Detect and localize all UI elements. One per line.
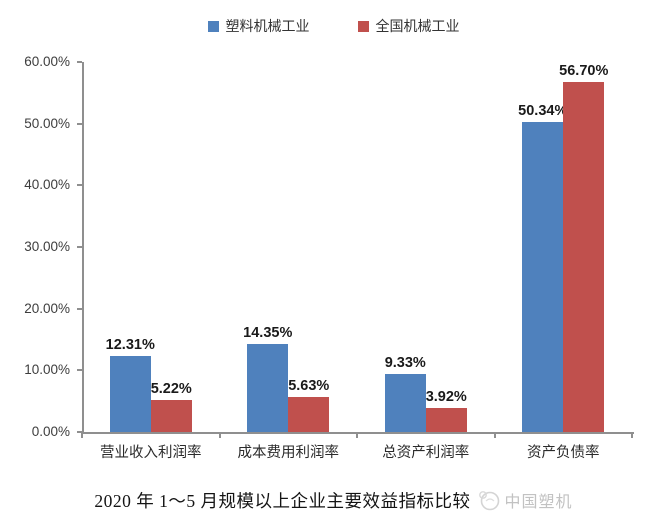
bar-data-label: 3.92% — [425, 388, 467, 405]
bar-全国机械工业-营业收入利润率 — [150, 399, 192, 432]
y-axis-tick-label: 10.00% — [24, 362, 70, 378]
y-axis-tick-label: 20.00% — [24, 300, 70, 316]
y-axis-tick-label: 30.00% — [24, 239, 70, 254]
bar-塑料机械工业-资产负债率 — [522, 121, 564, 432]
bar-塑料机械工业-总资产利润率 — [384, 374, 426, 432]
y-axis-tick-label: 40.00% — [24, 177, 70, 193]
y-axis-tick-label: 0.00% — [31, 424, 70, 439]
bar-全国机械工业-总资产利润率 — [425, 407, 467, 432]
x-axis-tick-mark — [81, 433, 83, 438]
x-axis-tick-mark — [218, 433, 221, 438]
caption-row: 2020 年 1～5 月规模以上企业主要效益指标比较 中国塑机 — [0, 483, 667, 517]
watermark-text: 中国塑机 — [504, 494, 573, 511]
y-axis-tick-mark — [77, 184, 82, 187]
x-axis-tick-mark — [356, 433, 358, 438]
bar-data-label: 56.70% — [559, 63, 609, 80]
plot-area — [82, 62, 634, 434]
bar-data-label: 5.22% — [150, 380, 192, 397]
bar-塑料机械工业-成本费用利润率 — [247, 343, 289, 432]
bar-全国机械工业-资产负债率 — [563, 82, 605, 432]
watermark: 中国塑机 — [477, 488, 573, 512]
legend-item: 全国机械工业 — [357, 16, 460, 36]
legend-swatch-icon — [207, 20, 219, 32]
bar-data-label: 12.31% — [105, 337, 155, 354]
legend-label: 全国机械工业 — [375, 18, 460, 34]
y-axis-tick-mark — [77, 369, 82, 372]
legend-label: 塑料机械工业 — [225, 18, 310, 34]
bar-data-label: 9.33% — [384, 355, 426, 372]
y-axis-tick-mark — [77, 431, 82, 433]
bar-data-label: 5.63% — [288, 378, 330, 395]
chart-legend: 塑料机械工业 全国机械工业 — [0, 16, 667, 36]
x-axis-category-label: 总资产利润率 — [382, 445, 470, 461]
bar-data-label: 50.34% — [518, 102, 568, 119]
legend-item: 塑料机械工业 — [207, 16, 310, 36]
watermark-logo — [478, 491, 499, 511]
x-axis-category-label: 成本费用利润率 — [237, 445, 340, 461]
x-axis-tick-mark — [493, 433, 496, 438]
bar-塑料机械工业-营业收入利润率 — [109, 356, 151, 432]
bar-data-label: 14.35% — [243, 324, 293, 341]
y-axis-tick-mark — [77, 61, 82, 63]
y-axis-tick-mark — [77, 122, 82, 125]
x-axis-tick-mark — [631, 433, 633, 438]
y-axis-tick-mark — [77, 307, 82, 310]
legend-swatch-icon — [357, 20, 369, 32]
x-axis-category-label: 营业收入利润率 — [100, 445, 202, 461]
bar-全国机械工业-成本费用利润率 — [288, 397, 330, 432]
chart-title: 2020 年 1～5 月规模以上企业主要效益指标比较 — [94, 490, 471, 511]
y-axis-tick-mark — [77, 246, 82, 248]
y-axis-tick-label: 50.00% — [24, 115, 70, 131]
x-axis-category-label: 资产负债率 — [527, 445, 600, 461]
y-axis-tick-label: 60.00% — [24, 54, 70, 69]
